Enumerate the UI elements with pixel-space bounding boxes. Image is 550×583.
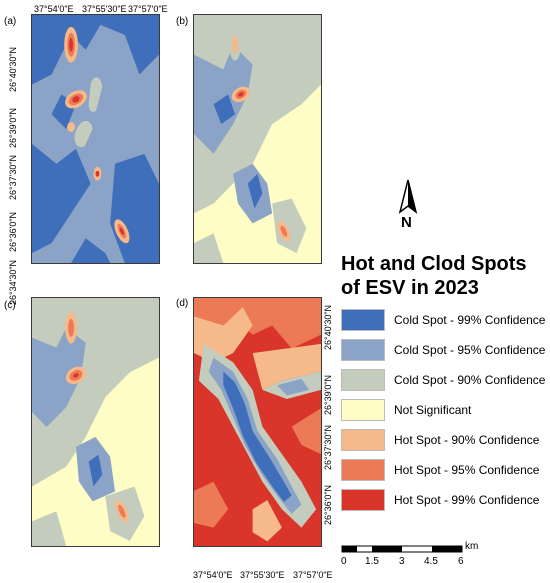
legend-swatch (341, 459, 385, 481)
map-panel-d (193, 297, 322, 547)
right-coord-1: 26°40'30"N (323, 305, 333, 350)
scale-unit: km (465, 541, 478, 552)
scale-label-1: 1.5 (365, 556, 379, 567)
scale-label-3: 4.5 (424, 556, 438, 567)
scale-bar: 0 1.5 3 4.5 6 km (341, 543, 541, 573)
panel-a-label: (a) (4, 16, 16, 27)
left-coord-5: 26°34'30"N (8, 260, 18, 305)
legend-label: Hot Spot - 99% Confidence (394, 493, 539, 507)
legend-item: Not Significant (341, 398, 471, 422)
map-panel-b (193, 14, 322, 264)
top-coord-1: 37°54'0"E (34, 4, 74, 14)
legend-label: Cold Spot - 90% Confidence (394, 373, 545, 387)
map-panel-c (31, 297, 160, 547)
legend-label: Not Significant (394, 403, 471, 417)
legend-title-line1: Hot and Clod Spots (341, 252, 527, 276)
bottom-coord-1: 37°54'0"E (193, 570, 233, 580)
legend-swatch (341, 369, 385, 391)
north-arrow: N (388, 178, 428, 233)
bottom-coord-2: 37°55'30"E (240, 570, 285, 580)
legend-item: Cold Spot - 95% Confidence (341, 338, 545, 362)
bottom-coord-3: 37°57'0"E (293, 570, 333, 580)
legend-swatch (341, 399, 385, 421)
top-coord-2: 37°55'30"E (82, 4, 127, 14)
left-coord-1: 26°40'30"N (8, 47, 18, 92)
legend-label: Cold Spot - 99% Confidence (394, 313, 545, 327)
legend-item: Hot Spot - 99% Confidence (341, 488, 539, 512)
scale-label-0: 0 (341, 556, 347, 567)
right-coord-3: 26°37'30"N (323, 425, 333, 470)
scale-label-2: 3 (399, 556, 405, 567)
legend-swatch (341, 429, 385, 451)
scale-label-4: 6 (458, 556, 464, 567)
left-coord-4: 26°36'0"N (8, 212, 18, 252)
top-coord-3: 37°57'0"E (128, 4, 168, 14)
map-panel-a (31, 14, 160, 264)
legend-title: Hot and Clod Spots of ESV in 2023 (341, 252, 527, 300)
legend-swatch (341, 309, 385, 331)
right-coord-4: 26°36'0"N (323, 485, 333, 525)
panel-d-label: (d) (176, 298, 188, 309)
right-coord-2: 26°39'0"N (323, 375, 333, 415)
legend-title-line2: of ESV in 2023 (341, 276, 527, 300)
left-coord-3: 26°37'30"N (8, 155, 18, 200)
legend-item: Hot Spot - 90% Confidence (341, 428, 539, 452)
legend-swatch (341, 489, 385, 511)
panel-b-label: (b) (176, 16, 188, 27)
legend-item: Cold Spot - 99% Confidence (341, 308, 545, 332)
north-label: N (401, 214, 412, 231)
left-coord-2: 26°39'0"N (8, 108, 18, 148)
legend-swatch (341, 339, 385, 361)
legend-label: Hot Spot - 95% Confidence (394, 463, 539, 477)
legend-item: Cold Spot - 90% Confidence (341, 368, 545, 392)
legend-label: Cold Spot - 95% Confidence (394, 343, 545, 357)
legend-item: Hot Spot - 95% Confidence (341, 458, 539, 482)
legend-label: Hot Spot - 90% Confidence (394, 433, 539, 447)
